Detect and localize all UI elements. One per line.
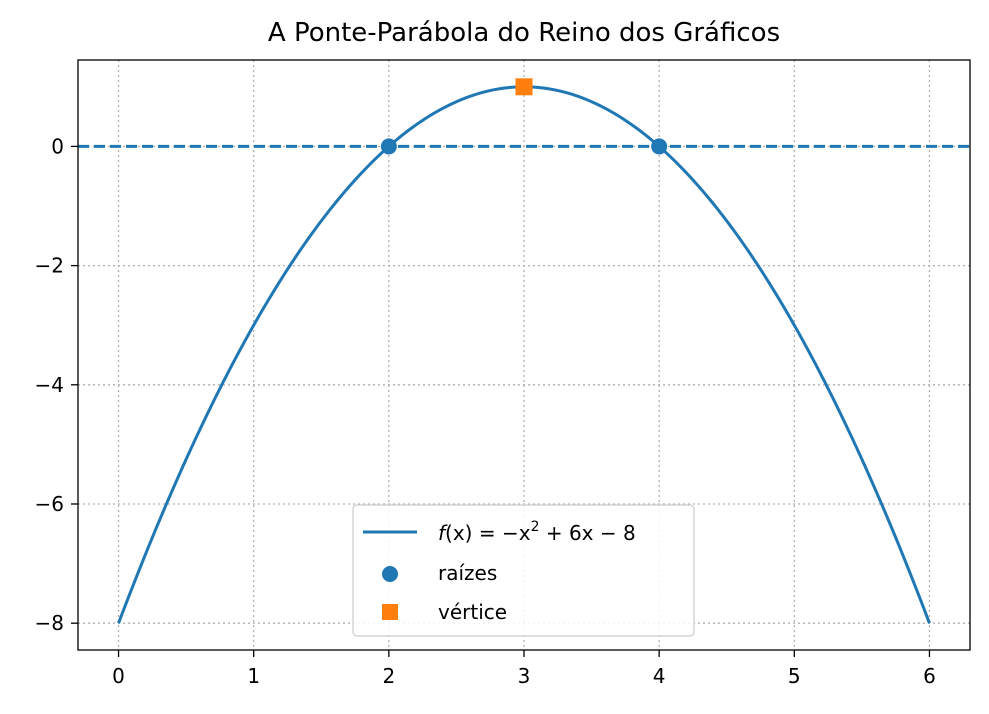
legend-curve-label: f(x) = −x2 + 6x − 8 [438, 519, 636, 545]
chart-title: A Ponte-Parábola do Reino dos Gráficos [268, 18, 780, 48]
x-tick-label: 2 [382, 664, 395, 688]
legend-vertex-swatch [382, 604, 398, 620]
x-tick-label: 1 [247, 664, 260, 688]
x-tick-label: 0 [112, 664, 125, 688]
legend: f(x) = −x2 + 6x − 8 raízes vértice [352, 504, 695, 637]
x-tick-label: 5 [788, 664, 801, 688]
root-point [380, 138, 397, 155]
marker-layer [380, 78, 668, 155]
x-tick-label: 3 [518, 664, 531, 688]
y-tick-label: −8 [35, 611, 64, 635]
y-tick-label: −2 [35, 254, 64, 278]
legend-curve-label-mid: (x) = −x [445, 521, 531, 545]
legend-curve-label-exp: 2 [531, 519, 540, 535]
legend-roots-swatch [382, 566, 398, 582]
y-tick-label: 0 [51, 134, 64, 158]
y-tick-label: −6 [35, 492, 64, 516]
x-tick-label: 6 [923, 664, 936, 688]
y-axis: 0 −2 −4 −6 −8 [35, 134, 78, 635]
root-point [651, 138, 668, 155]
legend-roots-label: raízes [438, 561, 497, 585]
legend-curve-label-f: f [438, 521, 448, 545]
legend-curve-label-suffix: + 6x − 8 [539, 521, 635, 545]
vertex-point [515, 78, 533, 96]
legend-vertex-label: vértice [438, 600, 507, 624]
x-tick-label: 4 [653, 664, 666, 688]
legend-box [352, 504, 695, 637]
x-axis: 0 1 2 3 4 5 6 [112, 650, 936, 688]
y-tick-label: −4 [35, 373, 64, 397]
